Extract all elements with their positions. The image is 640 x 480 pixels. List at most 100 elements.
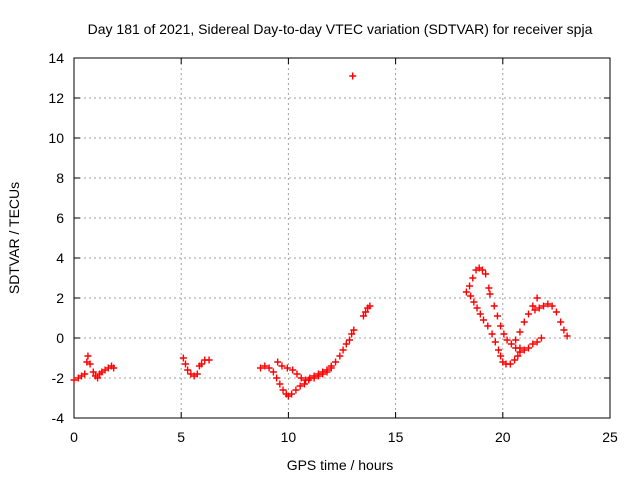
y-tick-label: -2 [52,370,65,386]
data-point [265,364,273,372]
data-point [257,364,265,372]
data-point [491,338,499,346]
data-point [563,332,571,340]
data-point [537,334,545,342]
data-point [469,274,477,282]
y-tick-label: 10 [48,130,64,146]
x-tick-label: 15 [388,429,404,445]
data-point [278,362,286,370]
data-point [490,302,498,310]
data-point [467,292,475,300]
data-point [327,362,335,370]
data-point [86,360,94,368]
chart-title: Day 181 of 2021, Sidereal Day-to-day VTE… [88,21,593,37]
y-tick-label: 6 [56,210,64,226]
data-point [520,346,528,354]
x-tick-label: 20 [495,429,511,445]
y-tick-label: 2 [56,290,64,306]
data-point [198,360,206,368]
data-point [366,302,374,310]
y-axis-label: SDTVAR / TECUs [6,182,22,294]
data-point [346,336,354,344]
data-point [181,360,189,368]
y-tick-label: 14 [48,50,64,66]
plot-frame [73,57,611,419]
data-point [533,338,541,346]
data-point [495,346,503,354]
data-point [560,326,568,334]
data-point [516,344,524,352]
data-point [533,294,541,302]
data-point [269,368,277,376]
data-point [516,328,524,336]
data-point [292,386,300,394]
data-point [548,302,556,310]
data-points [70,72,571,400]
data-point [274,358,282,366]
data-point [480,316,488,324]
data-point [342,340,350,348]
data-point [359,312,367,320]
data-point [488,330,496,338]
data-point [473,304,481,312]
axis-ticks: 0 5 10 15 20 25 -4 -2 0 2 4 6 8 10 12 14 [48,50,618,445]
data-point [94,374,102,382]
data-point [540,302,548,310]
y-tick-label: 8 [56,170,64,186]
data-point [336,352,344,360]
x-tick-label: 25 [602,429,618,445]
data-point [482,270,490,278]
data-point [520,318,528,326]
data-point [300,380,308,388]
y-tick-label: 12 [48,90,64,106]
data-point [484,322,492,330]
data-point [179,354,187,362]
data-point [552,308,560,316]
data-point [362,308,370,316]
data-point [89,368,97,376]
data-point [323,366,331,374]
data-point [512,336,520,344]
data-point [478,266,486,274]
data-point [205,356,213,364]
data-point [511,356,519,364]
data-point [485,284,493,292]
data-point [261,362,269,370]
data-point [289,366,297,374]
data-point [476,310,484,318]
data-point [470,298,478,306]
data-point [514,352,522,360]
data-point [497,352,505,360]
data-point [293,370,301,378]
data-point [348,330,356,338]
data-point [531,306,539,314]
data-point [486,290,494,298]
data-point [302,376,310,384]
data-point [288,390,296,398]
data-point [529,302,537,310]
data-point [193,370,201,378]
data-point [273,374,281,382]
data-point [184,366,192,374]
data-point [279,386,287,394]
data-point [535,304,543,312]
data-point [339,346,347,354]
grid-lines [74,58,610,418]
data-point [544,300,552,308]
data-point [283,364,291,372]
data-point [81,370,89,378]
data-point [84,352,92,360]
data-point [506,360,514,368]
x-axis-label: GPS time / hours [287,457,394,473]
data-point [525,344,533,352]
data-point [497,322,505,330]
y-tick-label: 4 [56,250,64,266]
data-point [314,372,322,380]
data-point [493,312,501,320]
data-point [310,374,318,382]
data-point [350,326,358,334]
x-tick-label: 5 [177,429,185,445]
y-tick-label: 0 [56,330,64,346]
data-point [297,374,305,382]
